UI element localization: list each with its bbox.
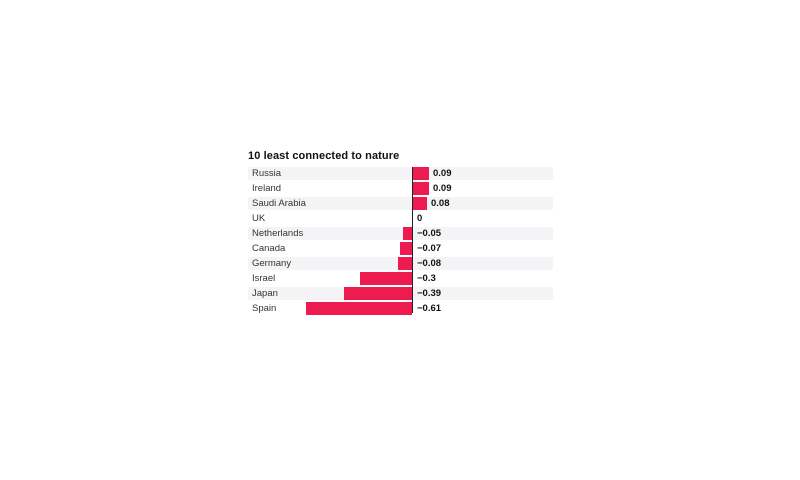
- bar: [398, 257, 412, 270]
- chart-row: Japan −0.39: [248, 287, 553, 300]
- chart-row: Israel −0.3: [248, 272, 553, 285]
- category-label: Israel: [252, 273, 276, 284]
- bar: [400, 242, 412, 255]
- chart-row: Germany −0.08: [248, 257, 553, 270]
- chart-row: Canada −0.07: [248, 242, 553, 255]
- bar: [403, 227, 412, 240]
- bar: [360, 272, 412, 285]
- category-label: Russia: [252, 168, 282, 179]
- chart-rows: Russia 0.09 Ireland 0.09 Saudi Arabia 0.08 UK 0…: [248, 167, 553, 315]
- chart-row: Netherlands −0.05: [248, 227, 553, 240]
- chart-row: Ireland 0.09: [248, 182, 553, 195]
- chart-row: UK 0: [248, 212, 553, 225]
- chart-row: Spain −0.61: [248, 302, 553, 315]
- bar: [344, 287, 412, 300]
- value-label: −0.05: [417, 228, 442, 239]
- category-label: Canada: [252, 243, 286, 254]
- value-label: 0.09: [433, 168, 452, 179]
- bar: [413, 167, 429, 180]
- value-label: −0.3: [417, 273, 436, 284]
- chart-title: 10 least connected to nature: [248, 150, 400, 162]
- bar: [413, 182, 429, 195]
- value-label: −0.07: [417, 243, 442, 254]
- value-label: 0.08: [431, 198, 450, 209]
- value-label: 0.09: [433, 183, 452, 194]
- bar: [306, 302, 412, 315]
- zero-axis-line: [412, 167, 413, 313]
- bar-chart: 10 least connected to nature Russia 0.09 I…: [248, 150, 553, 317]
- category-label: Netherlands: [252, 228, 304, 239]
- category-label: Ireland: [252, 183, 282, 194]
- category-label: Saudi Arabia: [252, 198, 306, 209]
- value-label: −0.61: [417, 303, 442, 314]
- chart-row: Saudi Arabia 0.08: [248, 197, 553, 210]
- value-label: −0.08: [417, 258, 442, 269]
- category-label: Spain: [252, 303, 277, 314]
- value-label: −0.39: [417, 288, 442, 299]
- category-label: Japan: [252, 288, 278, 299]
- chart-row: Russia 0.09: [248, 167, 553, 180]
- value-label: 0: [417, 213, 423, 224]
- category-label: UK: [252, 213, 266, 224]
- category-label: Germany: [252, 258, 292, 269]
- bar: [413, 197, 427, 210]
